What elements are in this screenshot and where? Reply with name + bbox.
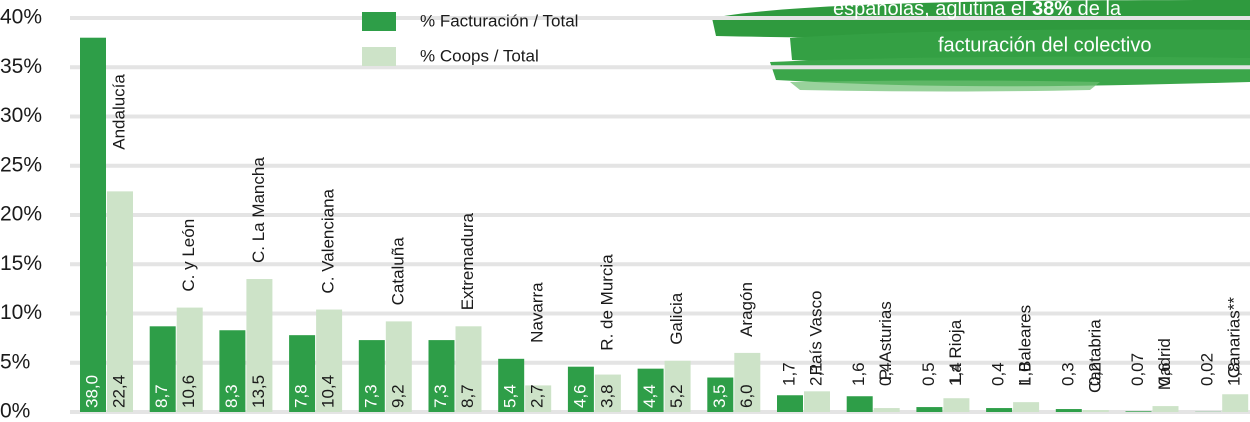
legend-swatch [362,12,396,31]
value-label: 13,5 [249,375,268,408]
legend: % Facturación / Total % Coops / Total [362,11,578,66]
value-label: 9,2 [388,384,407,408]
value-label: 5,4 [501,384,520,408]
value-label: 7,3 [361,384,380,408]
bar [1013,402,1039,412]
value-label: 0,07 [1128,353,1147,386]
value-label: 8,3 [222,384,241,408]
bar [777,395,803,412]
value-label: 38,0 [82,375,101,408]
value-label: 4,6 [570,384,589,408]
y-tick-label: 35% [0,55,42,78]
legend-label: % Coops / Total [420,46,539,65]
category-label: Navarra [528,282,547,343]
annotation-part: españolas, aglutina el [833,0,1032,20]
bar [874,408,900,412]
category-label: Aragón [737,282,756,337]
bar [847,396,873,412]
bar [916,407,942,412]
bar [986,408,1012,412]
category-label: C. La Mancha [249,157,268,263]
value-label: 2,7 [528,384,547,408]
value-label: 1,7 [779,362,798,386]
category-label: País Vasco [806,291,825,376]
category-label: C. y León [179,219,198,292]
bar [804,391,830,412]
category-label: Cataluña [388,237,407,306]
value-label: 7,8 [292,384,311,408]
category-label: I. Baleares [1016,305,1035,386]
value-label: 3,5 [710,384,729,408]
value-label: 0,3 [1058,362,1077,386]
y-tick-label: 25% [0,153,42,176]
value-label: 8,7 [152,384,171,408]
bar [1126,411,1152,412]
category-label: Andalucía [109,74,128,150]
annotation: facturación del colectivo [938,34,1151,56]
y-tick-label: 40% [0,6,42,29]
y-tick-label: 0% [0,400,30,422]
annotation-part: 38% [1032,0,1072,20]
value-label: 1,6 [849,362,868,386]
category-label: Extremadura [458,212,477,310]
value-label: 8,7 [458,384,477,408]
annotation-part: de la [1072,0,1122,20]
y-tick-label: 5% [0,350,30,373]
annotation: españolas, aglutina el 38% de la [833,0,1122,20]
y-tick-label: 10% [0,301,42,324]
y-tick-label: 15% [0,252,42,275]
category-label: Madrid [1155,338,1174,390]
y-tick-label: 30% [0,104,42,127]
value-label: 3,8 [597,384,616,408]
category-label: Canarias** [1225,297,1244,379]
category-label: La Rioja [946,319,965,382]
y-tick-label: 20% [0,203,42,226]
category-label: P. Asturias [876,301,895,380]
value-label: 7,3 [431,384,450,408]
value-label: 0,4 [989,362,1008,386]
chart: 0% 5% 10% 15% 20% 25% 30% 35% 40% 38,0 22,4 Andalu… [0,0,1250,422]
bar [943,398,969,412]
value-label: 22,4 [109,375,128,408]
bar [1083,410,1109,412]
bar [1056,409,1082,412]
category-label: C. Valenciana [319,188,338,293]
category-label: Cantabria [1085,319,1104,393]
value-label: 4,4 [640,384,659,408]
value-label: 5,2 [667,384,686,408]
legend-swatch [362,47,396,66]
legend-label: % Facturación / Total [420,11,578,30]
category-label: R. de Murcia [597,254,616,351]
value-label: 10,6 [179,375,198,408]
bar [1153,406,1179,412]
bar [80,38,106,412]
value-label: 10,4 [319,375,338,408]
value-label: 0,02 [1198,353,1217,386]
value-label: 0,5 [919,362,938,386]
bar [1222,394,1248,412]
category-label: Galicia [667,292,686,345]
value-label: 6,0 [737,384,756,408]
